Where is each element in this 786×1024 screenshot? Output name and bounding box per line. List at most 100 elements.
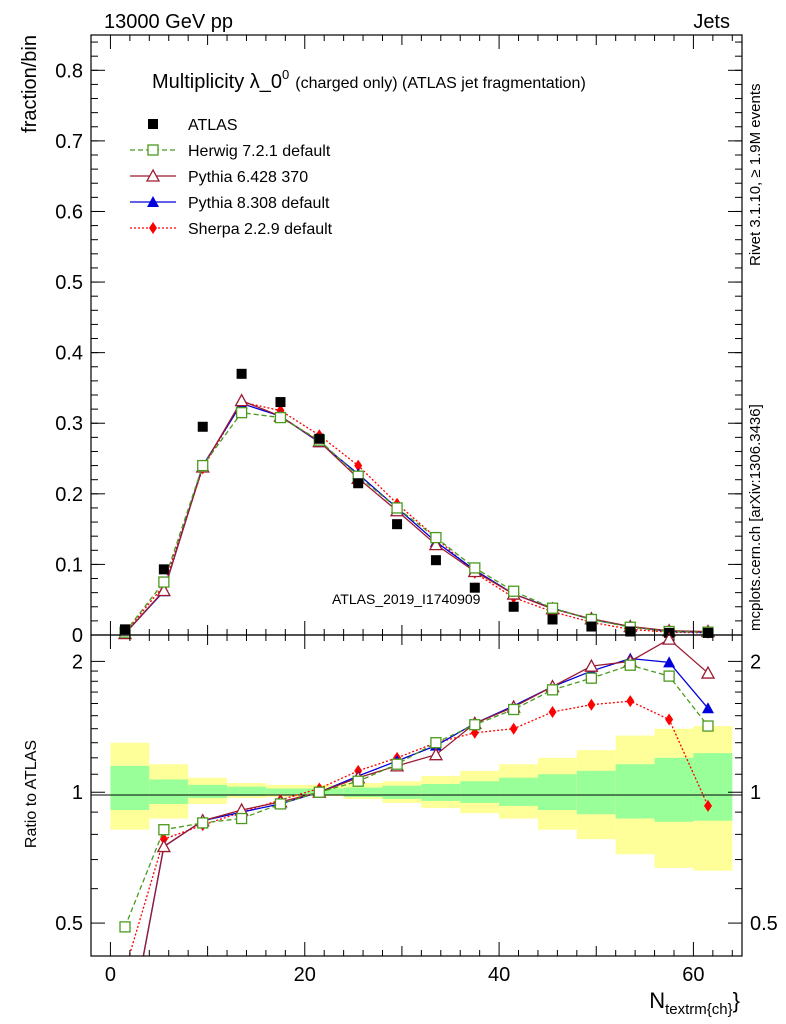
header-right: Jets — [693, 11, 730, 33]
ratio-point — [585, 672, 598, 684]
main-point — [586, 621, 597, 632]
main-point — [354, 459, 363, 472]
ratio-point — [548, 705, 557, 718]
band-inner — [149, 779, 189, 804]
legend-label: Pythia 8.308 default — [188, 195, 330, 212]
legend-label: Herwig 7.2.1 default — [188, 143, 331, 160]
main-point — [234, 393, 249, 407]
ratio-point — [587, 698, 596, 711]
main-point — [158, 564, 169, 575]
legend-item-3: Pythia 8.308 default — [130, 195, 330, 212]
chart-title-sup: 0 — [282, 67, 289, 82]
main-point — [625, 626, 636, 637]
ratio-point — [702, 720, 714, 732]
main-point — [158, 576, 170, 588]
ratio-point — [700, 665, 716, 679]
legend-marker — [145, 168, 161, 182]
ratio-point — [235, 812, 248, 825]
main-point — [391, 502, 403, 514]
ratio-series-group — [119, 631, 716, 956]
main-point — [508, 585, 520, 597]
legend-label: Sherpa 2.2.9 default — [188, 221, 333, 238]
main-ytick-label: 0.8 — [55, 60, 83, 82]
legend-marker — [147, 196, 159, 207]
main-point — [197, 421, 208, 432]
band-inner — [537, 774, 577, 811]
band-inner — [382, 785, 422, 799]
ratio-point — [663, 670, 675, 682]
ratio-xlabel: Ntextrm{ch}} — [649, 988, 740, 1018]
band-inner — [227, 786, 266, 797]
ratio-series-line — [124, 664, 709, 928]
ratio-ytick-label: 2 — [72, 651, 83, 673]
band-inner — [693, 753, 733, 821]
main-ytick-label: 0.3 — [55, 413, 83, 435]
main-ylabel: fraction/bin — [19, 35, 41, 133]
chart-title-main: Multiplicity λ_0 — [152, 71, 282, 93]
ratio-point — [701, 702, 714, 714]
main-point — [428, 537, 444, 551]
main-ytick-label: 0 — [72, 625, 83, 647]
ratio-point — [158, 824, 170, 836]
axes-ticks: 00.10.20.30.40.50.60.70.80.5 0.51 12 20 20 40… — [55, 35, 778, 986]
ratio-ytick-label-right: 0.5 — [750, 913, 778, 935]
xtick-label: 60 — [682, 964, 704, 986]
main-series-line — [124, 411, 709, 633]
ratio-series-line — [142, 638, 709, 956]
ratio-ytick-label: 0.5 — [55, 913, 83, 935]
ratio-ylabel: Ratio to ATLAS — [23, 740, 40, 848]
legend-label: ATLAS — [188, 117, 238, 134]
main-point — [546, 602, 559, 614]
main-ytick-label: 0.1 — [55, 554, 83, 576]
chart-title-tail: (charged only) (ATLAS jet fragmentation) — [295, 75, 586, 92]
xtick-label: 0 — [105, 964, 116, 986]
header-left: 13000 GeV pp — [104, 11, 233, 33]
legend-item-2: Pythia 6.428 370 — [130, 168, 308, 186]
main-series-line — [124, 399, 709, 635]
band-inner — [499, 777, 538, 806]
legend-item-0: ATLAS — [148, 117, 238, 134]
main-ytick-label: 0.7 — [55, 131, 83, 153]
chart-title: Multiplicity λ_00 (charged only) (ATLAS j… — [152, 67, 586, 93]
ratio-ytick-label-right: 1 — [750, 782, 761, 804]
band-inner — [576, 770, 616, 815]
ratio-xlabel-main: N — [649, 988, 665, 1013]
main-point — [197, 459, 209, 472]
band-inner — [110, 765, 150, 811]
main-ytick-label: 0.6 — [55, 201, 83, 223]
ratio-uncertainty-bands — [110, 726, 733, 871]
ratio-ytick-label: 1 — [72, 782, 83, 804]
ratio-point — [508, 703, 520, 716]
ratio-point — [352, 775, 364, 787]
main-point — [508, 601, 519, 612]
band-inner — [265, 788, 305, 796]
ratio-xlabel-close: } — [733, 988, 740, 1013]
ratio-xlabel-sub: textrm{ch} — [665, 1001, 733, 1018]
side-rivet: Rivet 3.1.10, ≥ 1.9M events — [747, 84, 764, 267]
legend-marker — [148, 119, 158, 129]
ratio-ytick-label-right: 2 — [750, 651, 761, 673]
main-point — [430, 555, 441, 566]
ratio-point — [624, 659, 636, 671]
ratio-series-0 — [119, 659, 714, 933]
ratio-point — [509, 722, 518, 735]
legend-item-1: Herwig 7.2.1 default — [130, 143, 331, 160]
xtick-label: 40 — [488, 964, 510, 986]
ratio-point — [626, 695, 635, 708]
ratio-point — [197, 817, 209, 829]
main-point — [469, 562, 481, 574]
legend-marker — [147, 144, 159, 156]
band-inner — [343, 787, 383, 798]
main-ytick-label: 0.5 — [55, 272, 83, 294]
ratio-point — [428, 747, 444, 761]
main-point — [314, 433, 325, 444]
band-inner — [188, 784, 228, 798]
ratio-point — [430, 737, 442, 749]
band-inner — [615, 764, 655, 819]
ratio-point — [313, 786, 325, 798]
main-point — [547, 614, 558, 625]
band-inner — [421, 783, 461, 801]
side-mcplots: mcplots.cern.ch [arXiv:1306.3436] — [747, 404, 764, 631]
ratio-point — [584, 658, 599, 672]
main-point — [430, 531, 442, 544]
